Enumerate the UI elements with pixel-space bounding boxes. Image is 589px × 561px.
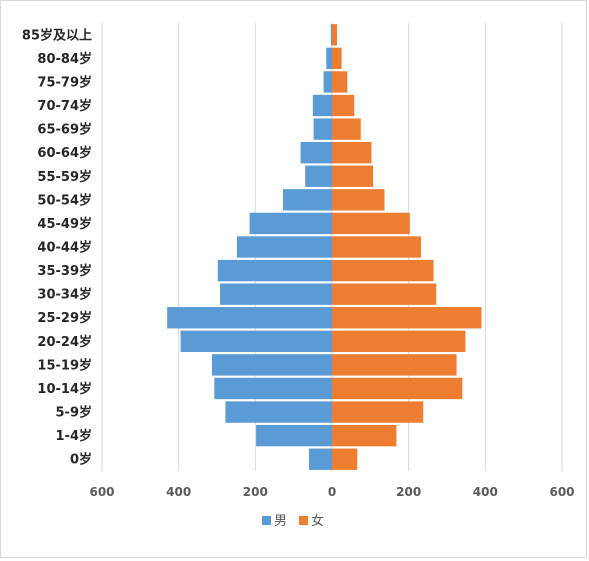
bar-female	[332, 377, 463, 400]
bar-male	[330, 24, 332, 46]
x-tick-label: 400	[473, 485, 498, 499]
bar-male	[236, 236, 332, 258]
bar-female	[332, 236, 421, 258]
bar-female	[332, 259, 434, 282]
category-label: 15-19岁	[37, 357, 92, 373]
category-label: 60-64岁	[37, 145, 92, 161]
bar-female	[332, 307, 482, 329]
x-tick-label: 0	[328, 485, 336, 499]
bar-male	[282, 189, 332, 211]
category-label: 50-54岁	[37, 192, 92, 208]
category-label: 20-24岁	[37, 334, 92, 350]
bar-female	[332, 165, 374, 187]
legend-swatch	[262, 516, 271, 525]
legend-label[interactable]: 女	[311, 513, 324, 529]
bar-male	[217, 259, 332, 282]
bar-female	[332, 94, 355, 117]
category-label: 80-84岁	[37, 51, 92, 67]
category-label: 30-34岁	[37, 287, 92, 303]
bar-female	[332, 24, 337, 46]
category-label: 25-29岁	[37, 310, 92, 326]
bar-male	[180, 330, 332, 353]
bar-female	[332, 283, 437, 305]
x-axis-ticks: 600 400 200 0 200 400 600	[89, 485, 574, 499]
legend-label[interactable]: 男	[274, 514, 287, 529]
bar-male	[249, 212, 332, 235]
category-label: 65-69岁	[37, 122, 92, 138]
bar-male	[305, 165, 332, 187]
category-label: 0岁	[70, 452, 92, 468]
bar-male	[214, 377, 332, 400]
bar-male	[212, 354, 332, 376]
category-label: 1-4岁	[56, 428, 93, 444]
legend-swatch	[299, 516, 308, 525]
category-label: 10-14岁	[37, 381, 92, 397]
bar-male	[167, 307, 332, 329]
bar-male	[300, 141, 332, 164]
bar-male	[323, 71, 332, 93]
bar-male	[312, 94, 332, 117]
bar-female	[332, 118, 361, 140]
category-label: 70-74岁	[37, 98, 92, 114]
bar-female	[332, 448, 358, 470]
bar-female	[332, 47, 342, 70]
category-label: 5-9岁	[56, 405, 93, 421]
category-labels: 85岁及以上 80-84岁 75-79岁 70-74岁 65-69岁 60-64岁 55-5…	[22, 27, 92, 467]
bar-male	[313, 118, 332, 140]
x-tick-label: 200	[396, 485, 421, 499]
x-tick-label: 600	[549, 485, 574, 499]
bar-male	[309, 448, 332, 470]
category-label: 40-44岁	[37, 240, 92, 256]
legend[interactable]: 男女	[262, 513, 324, 529]
bar-female	[332, 401, 424, 423]
bar-female	[332, 424, 397, 447]
bar-female	[332, 330, 466, 353]
x-tick-label: 600	[89, 485, 114, 499]
bar-male	[326, 47, 332, 70]
bar-male	[220, 283, 332, 305]
category-label: 85岁及以上	[22, 27, 92, 43]
category-label: 45-49岁	[37, 216, 92, 232]
bar-male	[225, 401, 332, 423]
x-tick-label: 400	[166, 485, 191, 499]
bar-female	[332, 212, 410, 235]
bar-female	[332, 71, 348, 93]
x-tick-label: 200	[243, 485, 268, 499]
category-label: 55-59岁	[37, 169, 92, 185]
bar-male	[256, 424, 332, 447]
bar-female	[332, 141, 372, 164]
bar-female	[332, 189, 385, 211]
category-label: 35-39岁	[37, 263, 92, 279]
category-label: 75-79岁	[37, 74, 92, 90]
bars	[167, 24, 482, 470]
bar-female	[332, 354, 457, 376]
